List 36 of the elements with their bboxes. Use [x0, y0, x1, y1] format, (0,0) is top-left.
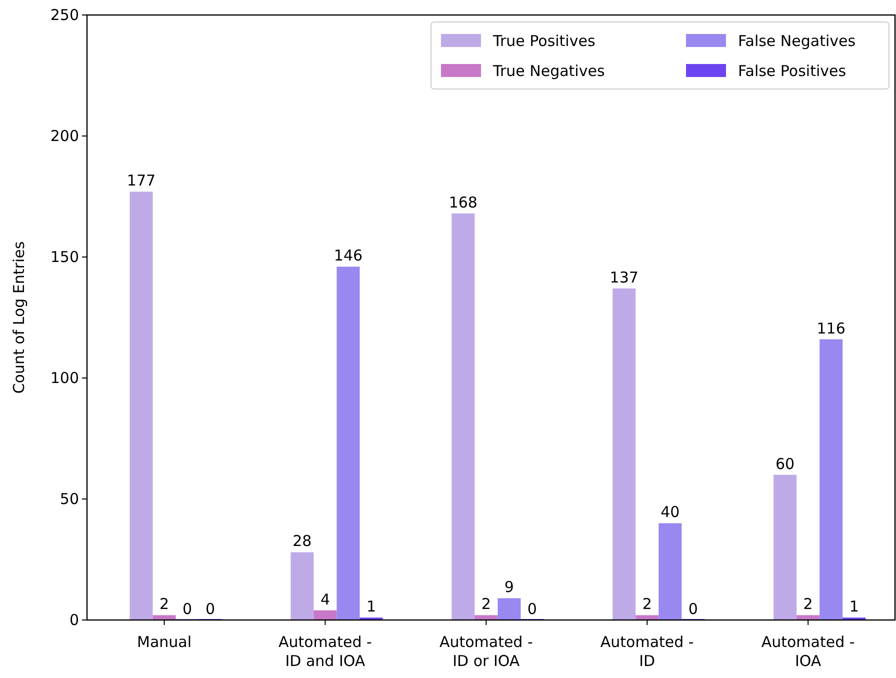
legend-label: True Negatives: [492, 62, 605, 80]
data-label: 168: [448, 193, 478, 212]
data-label: 0: [527, 600, 537, 618]
legend-label: False Positives: [738, 62, 846, 80]
data-label: 2: [481, 595, 491, 614]
data-label: 116: [816, 319, 846, 338]
y-axis-title: Count of Log Entries: [10, 241, 28, 394]
x-tick-label: Automated - ID and IOA: [278, 633, 372, 670]
data-label: 0: [206, 600, 216, 618]
data-label: 2: [803, 595, 813, 614]
y-tick-label: 150: [50, 248, 79, 266]
data-label: 2: [159, 595, 170, 614]
legend-label: False Negatives: [738, 32, 856, 50]
x-tick-label: Automated - ID or IOA: [439, 633, 533, 670]
data-label: 1: [849, 598, 859, 616]
x-tick-label: Automated - ID: [600, 633, 694, 670]
y-tick-label: 0: [69, 610, 79, 629]
data-label: 0: [688, 600, 698, 618]
data-label: 177: [126, 172, 156, 190]
y-tick-label: 250: [50, 6, 79, 24]
data-label: 0: [182, 600, 192, 618]
data-label: 137: [610, 268, 638, 286]
legend-label: True Positives: [492, 32, 596, 50]
x-tick-label: Automated - IOA: [761, 633, 855, 670]
y-tick-label: 200: [50, 126, 79, 145]
y-tick-label: 50: [60, 490, 79, 508]
x-tick-label: Manual: [137, 633, 192, 651]
data-label: 1: [366, 598, 376, 616]
data-label: 146: [334, 246, 363, 265]
data-label: 60: [776, 454, 795, 473]
y-tick-label: 100: [50, 368, 79, 387]
data-label: 2: [642, 595, 652, 614]
data-label: 28: [292, 532, 312, 550]
data-label: 9: [504, 578, 514, 596]
data-label: 4: [320, 590, 330, 608]
data-label: 40: [660, 503, 680, 522]
